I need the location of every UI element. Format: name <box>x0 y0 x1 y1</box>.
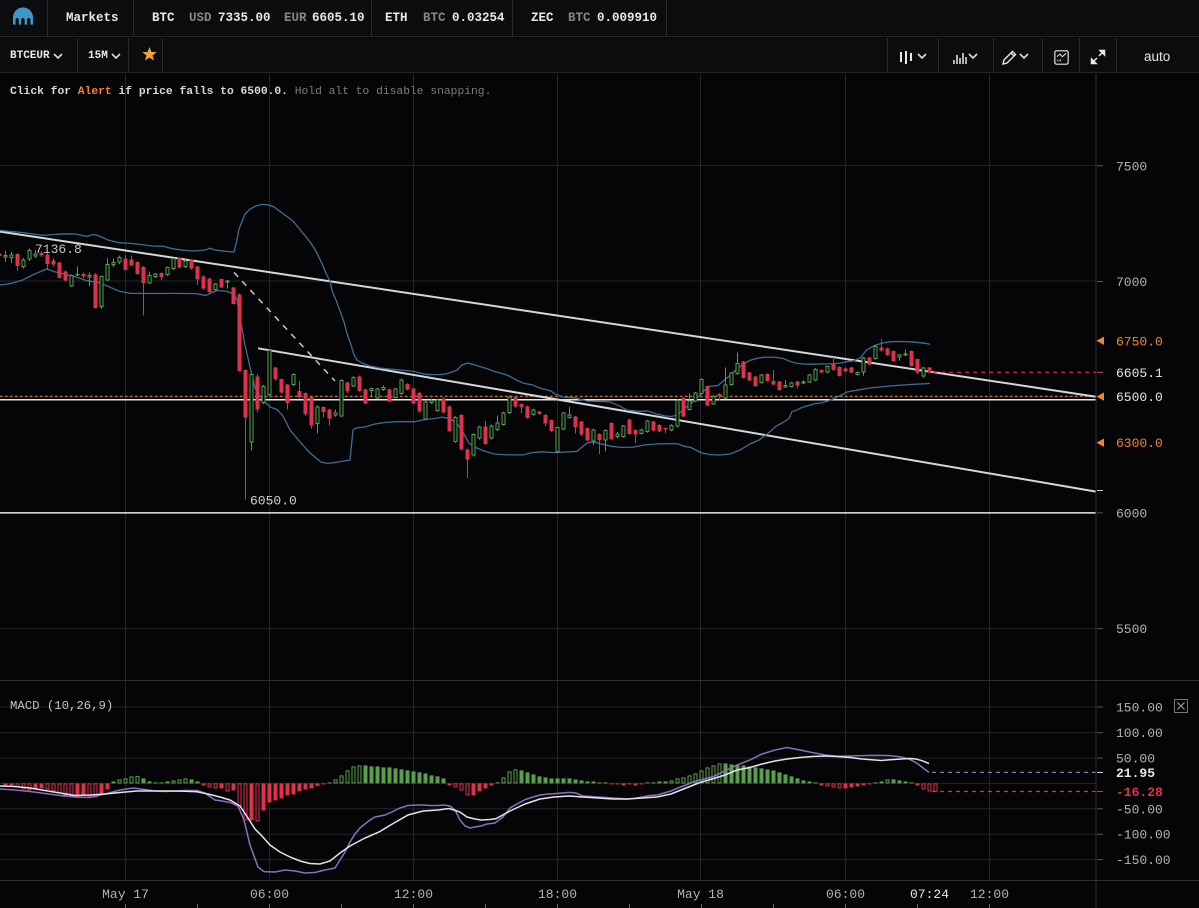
svg-text:7136.8: 7136.8 <box>35 242 82 257</box>
svg-text:21.95: 21.95 <box>1116 766 1155 781</box>
svg-text:6050.0: 6050.0 <box>250 494 297 509</box>
svg-text:-50.00: -50.00 <box>1116 802 1163 817</box>
svg-text:6750.0: 6750.0 <box>1116 334 1163 349</box>
svg-text:6300.0: 6300.0 <box>1116 436 1163 451</box>
svg-text:-150.00: -150.00 <box>1116 853 1171 868</box>
svg-text:6605.1: 6605.1 <box>1116 366 1163 381</box>
svg-text:5500: 5500 <box>1116 622 1147 637</box>
svg-text:MACD (10,26,9): MACD (10,26,9) <box>10 699 113 713</box>
svg-text:May 17: May 17 <box>102 887 149 902</box>
svg-text:50.00: 50.00 <box>1116 752 1155 767</box>
svg-text:6000: 6000 <box>1116 506 1147 521</box>
svg-text:7500: 7500 <box>1116 159 1147 174</box>
svg-text:150.00: 150.00 <box>1116 701 1163 716</box>
svg-text:6500.0: 6500.0 <box>1116 390 1163 405</box>
svg-text:18:00: 18:00 <box>538 887 577 902</box>
svg-text:Click for Alert if price falls: Click for Alert if price falls to 6500.0… <box>10 86 491 98</box>
svg-text:06:00: 06:00 <box>250 887 289 902</box>
svg-text:12:00: 12:00 <box>970 887 1009 902</box>
svg-text:-100.00: -100.00 <box>1116 828 1171 843</box>
svg-text:7000: 7000 <box>1116 275 1147 290</box>
svg-text:06:00: 06:00 <box>826 887 865 902</box>
svg-text:07:24: 07:24 <box>910 887 949 902</box>
svg-text:12:00: 12:00 <box>394 887 433 902</box>
svg-text:-16.28: -16.28 <box>1116 785 1163 800</box>
svg-text:May 18: May 18 <box>677 887 724 902</box>
svg-text:100.00: 100.00 <box>1116 726 1163 741</box>
